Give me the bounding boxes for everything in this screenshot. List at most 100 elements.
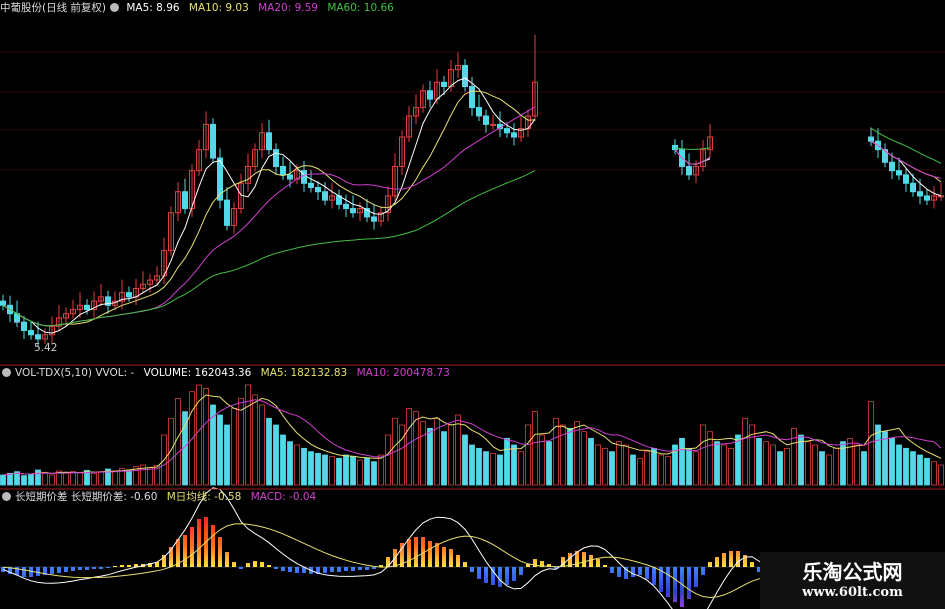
volume-title: VOL-TDX(5,10) VVOL: -	[15, 367, 135, 379]
macd-bar	[323, 567, 327, 573]
settings-icon[interactable]	[2, 492, 11, 501]
volume-bar	[28, 473, 34, 486]
volume-bar	[70, 471, 76, 486]
volume-bar	[518, 451, 524, 486]
volume-bar	[658, 454, 664, 486]
volume-bar	[224, 424, 230, 486]
volume-bar	[602, 447, 608, 486]
watermark-name: 乐淘公式网	[802, 560, 903, 584]
candle-body	[98, 296, 104, 302]
candle-body	[357, 208, 363, 214]
candle-body	[154, 275, 160, 281]
macd-bar	[85, 567, 89, 570]
volume-bar	[7, 472, 13, 486]
candle-body	[420, 90, 426, 109]
candle-body	[21, 321, 27, 332]
macd-bar	[561, 557, 565, 567]
volume-bar	[574, 421, 580, 486]
volume-ma5-line	[2, 394, 942, 476]
volume-bar	[770, 444, 776, 486]
macd-bar	[379, 565, 383, 567]
candle-body	[406, 115, 412, 138]
candle-body	[385, 195, 391, 214]
volume-bar	[357, 459, 363, 486]
candle-body	[119, 292, 125, 302]
volume-bar	[427, 427, 433, 486]
macd-bar	[470, 567, 474, 572]
volume-bar	[588, 437, 594, 486]
candle-body	[84, 304, 90, 311]
macd-bar	[386, 557, 390, 567]
volume-bar	[595, 444, 601, 486]
watermark-url: www.60lt.com	[802, 585, 903, 600]
ma60-value: MA60: 10.66	[327, 2, 394, 14]
volume-bar	[896, 444, 902, 486]
volume-bar	[42, 471, 48, 486]
volume-bar	[847, 437, 853, 486]
macd-bar	[92, 567, 96, 569]
macd-bar	[365, 567, 369, 570]
volume-ma10-line	[2, 399, 942, 476]
macd-bar	[106, 567, 110, 568]
macd-bar	[589, 555, 593, 567]
macd-bar	[554, 567, 558, 569]
settings-icon[interactable]	[110, 3, 120, 12]
macd-bar	[568, 553, 572, 567]
candle-body	[441, 81, 447, 88]
volume-bar	[798, 434, 804, 486]
ma20-line	[2, 106, 942, 327]
candle-body	[462, 64, 468, 88]
macd-bar	[148, 563, 152, 567]
macd-bar	[652, 567, 656, 585]
volume-bar	[280, 434, 286, 486]
macd-bar	[414, 537, 418, 567]
candle-body	[700, 149, 706, 167]
volume-bar	[609, 451, 615, 486]
volume-bar	[266, 417, 272, 486]
ma5-line	[2, 77, 942, 334]
macd-header: 长短期价差 长短期价差: -0.60 M日均线: -0.58 MACD: -0.…	[0, 490, 322, 504]
candle-body	[686, 165, 692, 176]
vol-ma5-value: MA5: 182132.83	[260, 367, 348, 379]
volume-bar	[385, 434, 391, 486]
volume-bar	[693, 451, 699, 486]
candle-body	[672, 144, 678, 151]
volume-bar	[833, 447, 839, 486]
volume-bar	[476, 447, 482, 486]
volume-bar	[490, 452, 496, 486]
volume-bar	[882, 431, 888, 486]
candle-body	[287, 174, 293, 180]
candle-body	[693, 165, 699, 176]
volume-bar	[343, 454, 349, 486]
macd-bar	[330, 567, 334, 572]
candle-body	[91, 300, 97, 311]
volume-bar	[637, 457, 643, 486]
macd-bar	[736, 551, 740, 567]
volume-bar	[854, 444, 860, 486]
volume-bar	[903, 447, 909, 486]
candle-body	[70, 309, 76, 315]
watermark: 乐淘公式网 www.60lt.com	[760, 552, 945, 609]
macd-bar	[295, 567, 299, 573]
macd-bar	[484, 567, 488, 583]
volume-bar	[742, 417, 748, 486]
macd-bar	[596, 559, 600, 567]
settings-icon[interactable]	[2, 368, 11, 377]
candle-body	[378, 212, 384, 222]
candle-body	[924, 195, 930, 201]
macd-bar	[162, 555, 166, 567]
macd-bar	[519, 567, 523, 575]
candle-body	[224, 199, 230, 226]
candle-body	[259, 132, 265, 151]
candle-body	[266, 132, 272, 151]
candle-body	[35, 334, 41, 340]
candle-body	[126, 292, 132, 298]
macd-bar	[526, 564, 530, 567]
candle-body	[889, 161, 895, 172]
volume-bar	[805, 441, 811, 486]
macd-bar	[120, 565, 124, 567]
volume-bar	[700, 424, 706, 486]
macd-bar	[22, 567, 26, 577]
macd-bar	[267, 565, 271, 567]
macd-bar	[610, 567, 614, 573]
